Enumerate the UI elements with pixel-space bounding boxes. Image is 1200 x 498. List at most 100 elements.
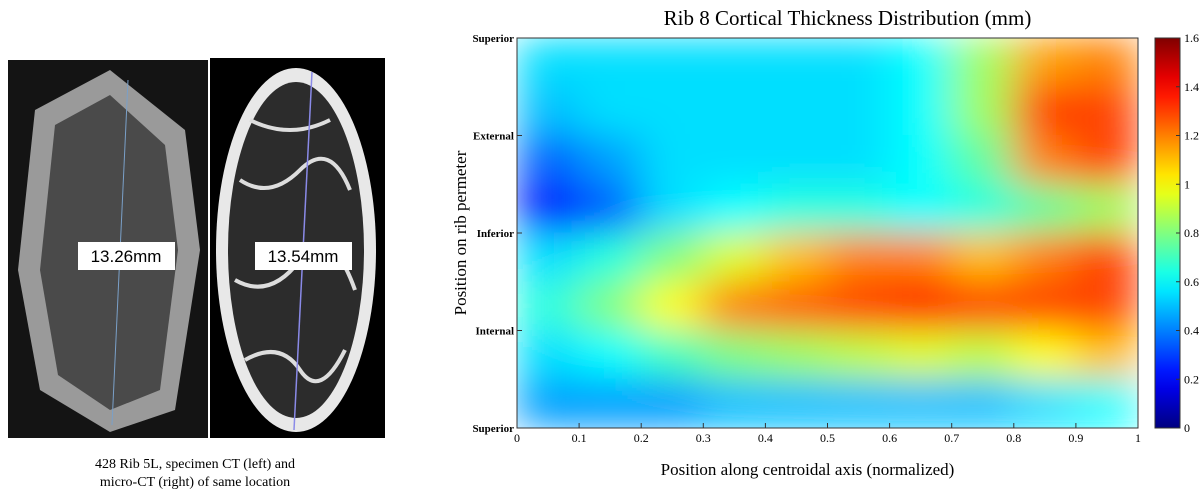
colorbar-tick-label: 0.6 (1184, 275, 1199, 289)
x-tick-label: 0.7 (944, 431, 959, 445)
heat-cell (517, 86, 580, 136)
heatmap-chart: Rib 8 Cortical Thickness Distribution (m… (451, 6, 1199, 479)
heat-cell (889, 86, 953, 136)
heat-cell (889, 330, 953, 380)
heat-cell (1013, 86, 1077, 136)
heat-cell (517, 183, 580, 234)
colorbar-tick-label: 1.2 (1184, 129, 1199, 143)
heat-cell (1013, 38, 1077, 88)
heat-cell (702, 86, 766, 136)
heat-cell (578, 183, 642, 234)
heat-cell (889, 183, 953, 234)
chart-title: Rib 8 Cortical Thickness Distribution (m… (664, 6, 1032, 30)
divider (208, 58, 210, 438)
heat-cell (640, 38, 704, 88)
heat-cell (951, 330, 1015, 380)
heat-cell (764, 281, 828, 331)
x-tick-label: 0.1 (572, 431, 587, 445)
heat-cell (640, 86, 704, 136)
heat-cell (951, 86, 1015, 136)
heat-cell (702, 378, 766, 428)
heat-cell (578, 86, 642, 136)
heat-cell (578, 378, 642, 428)
measurement: 13.54mm (268, 247, 339, 266)
heat-cell (640, 183, 704, 234)
colorbar-tick-label: 1.6 (1184, 31, 1199, 45)
heat-cell (1075, 38, 1138, 88)
heatmap-cells (517, 38, 1138, 428)
heat-cell (578, 281, 642, 331)
heat-cell (517, 330, 580, 380)
heat-cell (764, 183, 828, 234)
heat-cell (764, 86, 828, 136)
heat-cell (517, 378, 580, 428)
caption: micro-CT (right) of same location (100, 475, 290, 490)
heat-cell (517, 38, 580, 88)
heat-cell (951, 183, 1015, 234)
y-tick-label: Inferior (477, 228, 514, 240)
heat-cell (640, 281, 704, 331)
caption: 428 Rib 5L, specimen CT (left) and (95, 457, 295, 472)
heat-cell (578, 135, 642, 185)
heat-cell (951, 281, 1015, 331)
heat-cell (517, 232, 580, 283)
heat-cell (702, 281, 766, 331)
x-tick-label: 0.6 (882, 431, 897, 445)
heat-cell (702, 232, 766, 283)
heat-cell (1013, 183, 1077, 234)
heat-cell (951, 135, 1015, 185)
heat-cell (889, 281, 953, 331)
heat-cell (578, 38, 642, 88)
heat-cell (827, 86, 891, 136)
heat-cell (951, 378, 1015, 428)
measurement: 13.26mm (91, 247, 162, 266)
heat-cell (827, 183, 891, 234)
heat-cell (827, 330, 891, 380)
heat-cell (640, 378, 704, 428)
x-tick-label: 0 (514, 431, 520, 445)
heat-cell (1075, 232, 1138, 283)
colorbar-tick-label: 1.4 (1184, 80, 1199, 94)
heat-cell (951, 232, 1015, 283)
colorbar-tick-label: 1 (1184, 177, 1190, 191)
heat-cell (889, 38, 953, 88)
heat-cell (1013, 135, 1077, 185)
x-tick-label: 0.5 (820, 431, 835, 445)
heat-cell (1013, 232, 1077, 283)
heat-cell (889, 135, 953, 185)
heat-cell (1013, 281, 1077, 331)
heat-cell (578, 330, 642, 380)
x-tick-label: 0.2 (634, 431, 649, 445)
heat-cell (517, 281, 580, 331)
heat-cell (702, 330, 766, 380)
heat-cell (1075, 330, 1138, 380)
heat-cell (764, 38, 828, 88)
y-tick-label: Superior (472, 33, 514, 45)
heat-cell (764, 378, 828, 428)
heat-cell (1075, 135, 1138, 185)
heat-cell (1075, 183, 1138, 234)
y-tick-label: Internal (476, 326, 515, 338)
x-tick-label: 1 (1135, 431, 1141, 445)
heat-cell (764, 232, 828, 283)
x-tick-label: 0.9 (1068, 431, 1083, 445)
heat-cell (764, 135, 828, 185)
heat-cell (827, 378, 891, 428)
heat-cell (827, 135, 891, 185)
heat-cell (517, 135, 580, 185)
heat-cell (1013, 330, 1077, 380)
heat-cell (578, 232, 642, 283)
colorbar-tick-label: 0.2 (1184, 372, 1199, 386)
y-tick-label: External (473, 131, 514, 143)
heat-cell (827, 232, 891, 283)
heat-cell (889, 232, 953, 283)
heat-cell (702, 135, 766, 185)
colorbar-tick-label: 0.8 (1184, 226, 1199, 240)
heat-cell (889, 378, 953, 428)
heat-cell (640, 330, 704, 380)
heat-cell (702, 183, 766, 234)
colorbar-tick-label: 0 (1184, 421, 1190, 435)
heat-cell (951, 38, 1015, 88)
heat-cell (640, 135, 704, 185)
heat-cell (702, 38, 766, 88)
